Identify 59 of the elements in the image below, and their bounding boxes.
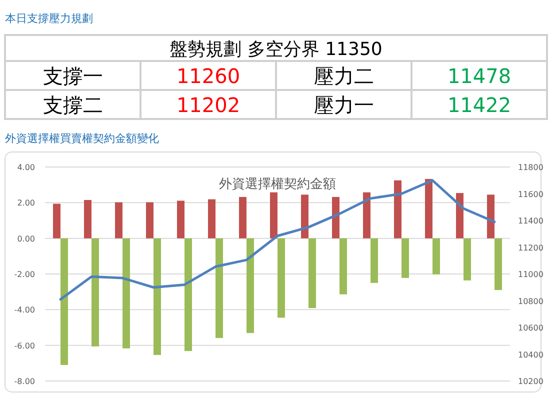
bar	[464, 238, 471, 280]
bar	[146, 202, 154, 238]
chart-title: 外資選擇權買賣權契約金額變化	[5, 132, 159, 145]
bar	[216, 238, 223, 338]
y2-tick-label: 10400	[518, 350, 544, 360]
bar	[370, 238, 378, 283]
bar	[184, 238, 192, 352]
y-tick-label: -2.00	[14, 270, 35, 279]
bar	[402, 238, 409, 278]
bar	[270, 192, 278, 238]
bar	[122, 238, 130, 348]
y-tick-label: 0.00	[17, 234, 35, 244]
y2-tick-label: 11400	[518, 216, 544, 226]
bar	[487, 194, 494, 238]
bar	[84, 200, 92, 238]
bar	[301, 194, 308, 238]
bar	[154, 238, 161, 355]
bar	[363, 192, 370, 238]
y-tick-label: 2.00	[17, 198, 35, 208]
bar	[425, 178, 432, 238]
text: 支撐一	[42, 64, 103, 88]
bar	[494, 238, 502, 290]
bar	[278, 238, 285, 318]
text: 本日支撐壓力規劃	[5, 12, 93, 25]
y2-tick-label: 11000	[518, 270, 544, 279]
y2-tick-label: 11200	[518, 243, 544, 252]
text: 11260	[176, 64, 240, 88]
y2-tick-label: 10200	[518, 377, 544, 386]
line-series	[59, 179, 496, 301]
text: 支撐二	[42, 93, 103, 117]
text: 壓力一	[314, 93, 374, 117]
text: 11202	[176, 93, 240, 117]
text: 壓力二	[314, 64, 374, 88]
bar	[246, 238, 254, 334]
bar	[332, 196, 340, 238]
bar	[115, 202, 122, 238]
bar	[60, 238, 68, 365]
bar	[239, 196, 246, 238]
bar	[308, 238, 316, 308]
bar	[432, 238, 440, 274]
text: 11478	[447, 64, 512, 88]
y2-tick-label: 11600	[518, 190, 544, 199]
y-tick-label: -4.00	[14, 306, 35, 315]
text: 11422	[447, 93, 512, 117]
y2-tick-label: 10600	[518, 324, 544, 332]
bar	[53, 204, 60, 238]
bar	[208, 199, 216, 238]
bar	[340, 238, 347, 294]
text: 外資選擇權契約金額	[219, 177, 336, 192]
y2-tick-label: 11800	[518, 163, 544, 172]
bar	[394, 180, 402, 238]
bar	[456, 193, 464, 238]
y-tick-label: -8.00	[14, 377, 35, 386]
text: 盤勢規劃 多空分界 11350	[170, 39, 382, 60]
y-tick-label: -6.00	[14, 341, 35, 350]
y-tick-label: 4.00	[17, 163, 35, 172]
bar	[177, 200, 184, 238]
y2-tick-label: 10800	[518, 296, 544, 306]
bar	[92, 238, 99, 346]
